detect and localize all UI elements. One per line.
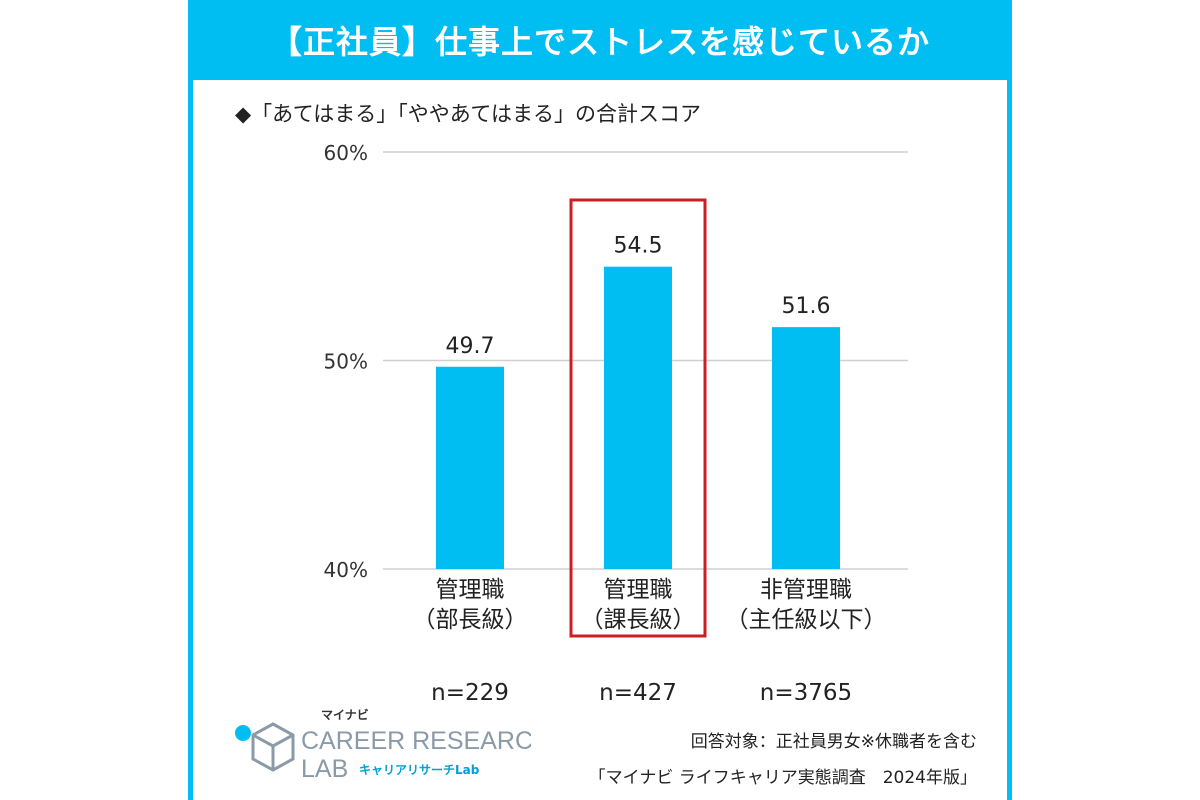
bar-1 — [604, 266, 672, 569]
logo-brand: マイナビ — [321, 707, 369, 722]
y-tick-label: 50% — [324, 350, 368, 374]
logo-line1: CAREER RESEARCH — [301, 727, 531, 755]
category-label-line1: 管理職 — [436, 577, 505, 603]
bar-2 — [772, 327, 840, 569]
logo-tagline: キャリアリサーチLab — [359, 763, 480, 777]
data-label: 54.5 — [614, 234, 663, 259]
chart-card: 【正社員】仕事上でストレスを感じているか ◆「あてはまる」「ややあてはまる」の合… — [188, 0, 1012, 800]
bar-chart: 40% 50% 60% 49.7 管理職 （部長級） n=229 54.5 管理職 （課長級） n=… — [324, 141, 908, 700]
category-label-line2: （課長級） — [581, 607, 696, 633]
sample-size-label: n=229 — [431, 680, 509, 700]
career-research-lab-logo: マイナビ CAREER RESEARCH LAB キャリアリサーチLab — [235, 707, 531, 783]
sample-size-label: n=427 — [599, 680, 677, 700]
category-label-line2: （部長級） — [413, 607, 528, 633]
highlight-frame — [569, 198, 707, 638]
chart-title: 【正社員】仕事上でストレスを感じているか — [269, 23, 930, 61]
respondents-note: 回答対象：正社員男女※休職者を含む — [690, 732, 977, 752]
data-label: 51.6 — [782, 294, 831, 319]
sample-size-label: n=3765 — [760, 680, 852, 700]
lab-cube-icon — [235, 722, 295, 772]
chart-subtitle: ◆「あてはまる」「ややあてはまる」の合計スコア — [235, 102, 701, 126]
y-tick-label: 40% — [324, 558, 368, 582]
title-bar: 【正社員】仕事上でストレスを感じているか — [193, 0, 1007, 80]
category-label-line1: 非管理職 — [760, 577, 852, 603]
bar-0 — [436, 366, 504, 569]
source-note: 「マイナビ ライフキャリア実態調査 2024年版」 — [588, 768, 977, 788]
data-label: 49.7 — [446, 334, 495, 359]
category-label-line2: （主任級以下） — [726, 607, 887, 633]
y-tick-label: 60% — [324, 141, 368, 165]
category-label-line1: 管理職 — [604, 577, 673, 603]
logo-line2: LAB — [301, 755, 348, 783]
